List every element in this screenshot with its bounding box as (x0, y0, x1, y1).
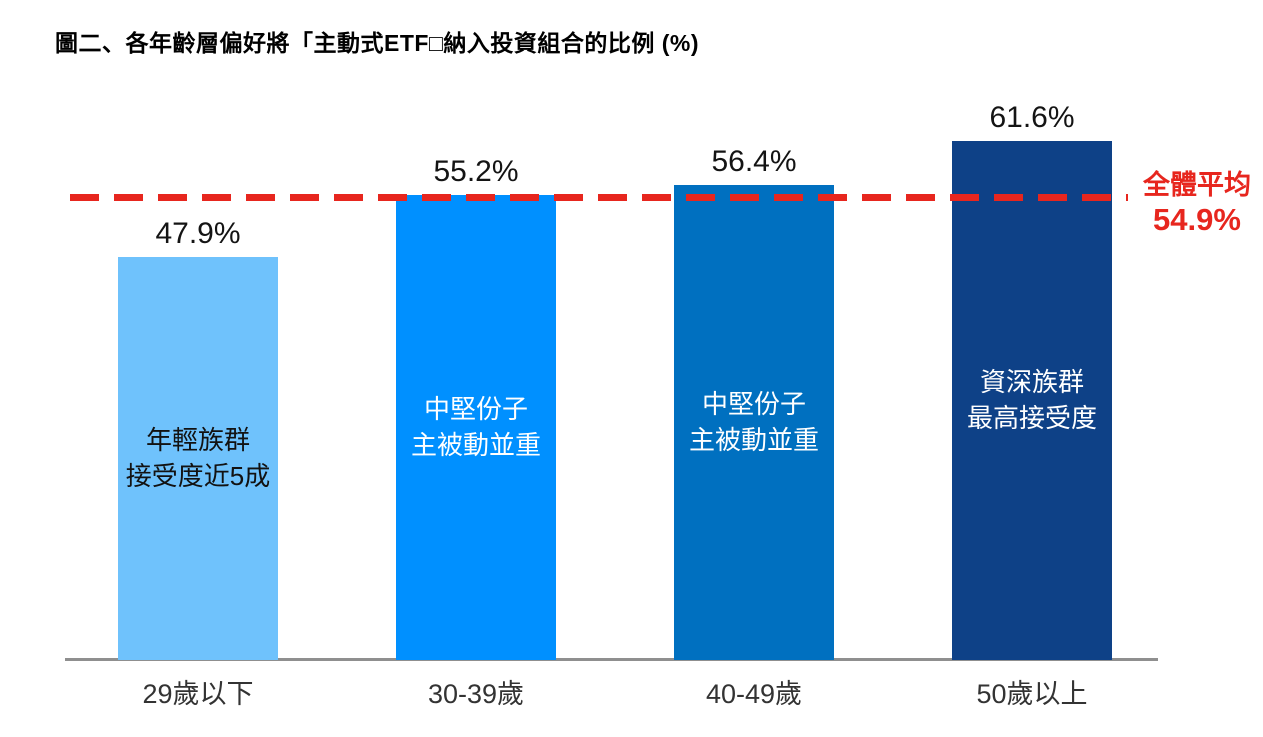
bar-annotation-line: 主被動並重 (688, 424, 819, 455)
bar-annotation-line: 年輕族群 (145, 424, 250, 455)
average-label-value: 54.9% (1153, 201, 1241, 237)
bar-value-label: 55.2% (433, 155, 519, 188)
average-dashed-line (70, 194, 1128, 202)
x-axis-label: 40-49歲 (705, 679, 803, 709)
bar-annotation: 中堅份子 主被動並重 (689, 387, 819, 459)
bar-30-39歲: 中堅份子 主被動並重 (396, 195, 556, 660)
bar-value-label: 61.6% (989, 101, 1075, 134)
bar-annotation: 資深族群 最高接受度 (967, 365, 1097, 437)
bar-value-label: 56.4% (711, 145, 797, 178)
bar-annotation: 年輕族群接受度近5成 (126, 423, 270, 495)
x-axis-line (65, 658, 1158, 661)
x-axis-label: 29歲以下 (142, 679, 254, 709)
bar-50歲以上: 資深族群 最高接受度 (952, 141, 1112, 660)
bar-29歲以下: 年輕族群接受度近5成 (118, 257, 278, 660)
bar-annotation-line: 主被動並重 (410, 429, 541, 460)
bar-annotation-line: 中堅份子 (423, 393, 528, 424)
bar-annotation-line: 資深族群 (979, 366, 1084, 397)
bar-annotation: 中堅份子 主被動並重 (411, 392, 541, 464)
bar-40-49歲: 中堅份子 主被動並重 (674, 185, 834, 660)
bar-annotation-line: 中堅份子 (701, 388, 806, 419)
average-label-title: 全體平均 (1143, 170, 1251, 200)
x-axis-label: 50歲以上 (976, 679, 1088, 709)
average-line-label: 全體平均 54.9% (1131, 170, 1263, 237)
bar-annotation-line: 接受度近5成 (125, 460, 271, 491)
bar-value-label: 47.9% (155, 217, 241, 250)
x-axis-label: 30-39歲 (427, 679, 525, 709)
chart-title: 圖二、各年齡層偏好將「主動式ETF□納入投資組合的比例 (%) (55, 30, 699, 56)
bar-annotation-line: 最高接受度 (966, 402, 1097, 433)
